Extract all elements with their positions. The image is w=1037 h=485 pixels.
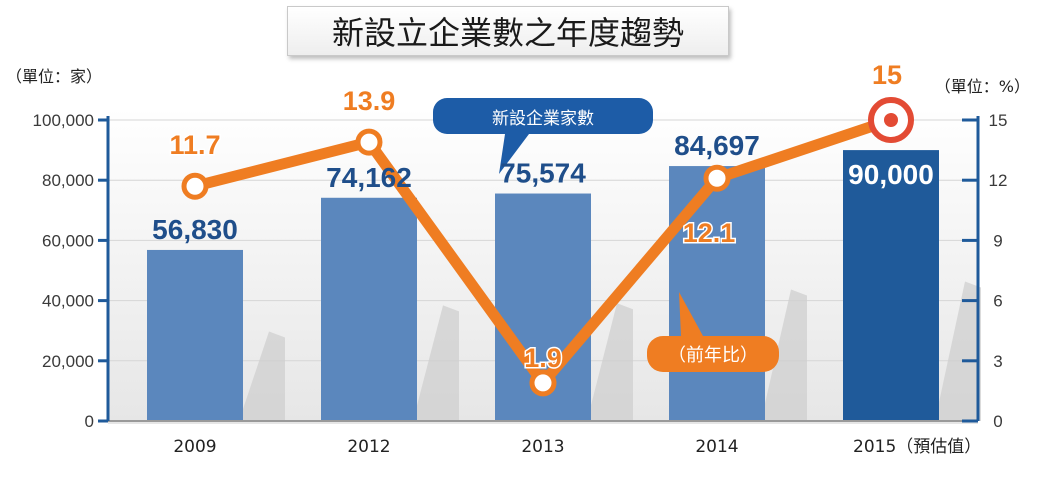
x-axis-tick-label: 2012 <box>347 437 390 457</box>
line-value-label: 12.1 <box>683 218 736 248</box>
bar-value-label: 90,000 <box>848 159 934 190</box>
bar-shadow <box>935 281 981 421</box>
bar-shadow <box>587 303 633 421</box>
x-axis-tick-label: 2013 <box>521 437 564 457</box>
bar-series-name: 新設企業家數 <box>492 109 594 129</box>
bar-value-label: 84,697 <box>674 130 760 161</box>
bar-shadow <box>761 289 807 421</box>
x-axis-tick-label: 2015（預估值） <box>853 437 981 457</box>
right-axis-tick-label: 9 <box>993 231 1002 250</box>
line-value-label: 15 <box>872 60 902 90</box>
bar <box>147 249 243 421</box>
line-series-name: （前年比） <box>668 345 758 366</box>
line-point-center <box>884 113 898 127</box>
line-point <box>529 369 557 397</box>
left-axis-tick-label: 80,000 <box>42 171 94 190</box>
bar-value-label: 75,574 <box>500 158 586 189</box>
line-point <box>355 128 383 156</box>
right-axis-tick-label: 15 <box>989 111 1008 130</box>
bar-shadow <box>239 331 285 421</box>
left-axis-unit-label: （單位：家） <box>6 67 102 86</box>
right-axis-tick-label: 6 <box>993 292 1002 311</box>
line-point <box>703 164 731 192</box>
right-axis-tick-label: 0 <box>993 412 1002 431</box>
line-series-callout <box>647 292 779 372</box>
left-axis-tick-label: 20,000 <box>42 352 94 371</box>
line-point <box>181 172 209 200</box>
bar <box>843 150 939 421</box>
bar-series-callout <box>433 98 653 174</box>
right-axis-unit-label: （單位：%） <box>935 77 1030 96</box>
left-axis-tick-label: 40,000 <box>42 292 94 311</box>
x-axis-tick-label: 2014 <box>695 437 738 457</box>
right-axis-tick-label: 3 <box>993 352 1002 371</box>
line-value-label: 13.9 <box>343 86 396 116</box>
line-value-label: 1.9 <box>524 343 562 373</box>
left-axis-tick-label: 60,000 <box>42 231 94 250</box>
bar-shadow <box>413 305 459 421</box>
left-axis-tick-label: 100,000 <box>33 111 94 130</box>
bar-value-label: 56,830 <box>152 214 238 245</box>
bar <box>669 166 765 421</box>
line-value-label: 11.7 <box>169 130 220 160</box>
left-axis-tick-label: 0 <box>85 412 94 431</box>
chart-title-text: 新設立企業數之年度趨勢 <box>331 14 684 52</box>
bar <box>321 197 417 421</box>
x-axis-tick-label: 2009 <box>173 437 216 457</box>
chart-title: 新設立企業數之年度趨勢 <box>287 6 729 56</box>
bar-value-label: 74,162 <box>326 162 412 193</box>
right-axis-tick-label: 12 <box>989 171 1008 190</box>
